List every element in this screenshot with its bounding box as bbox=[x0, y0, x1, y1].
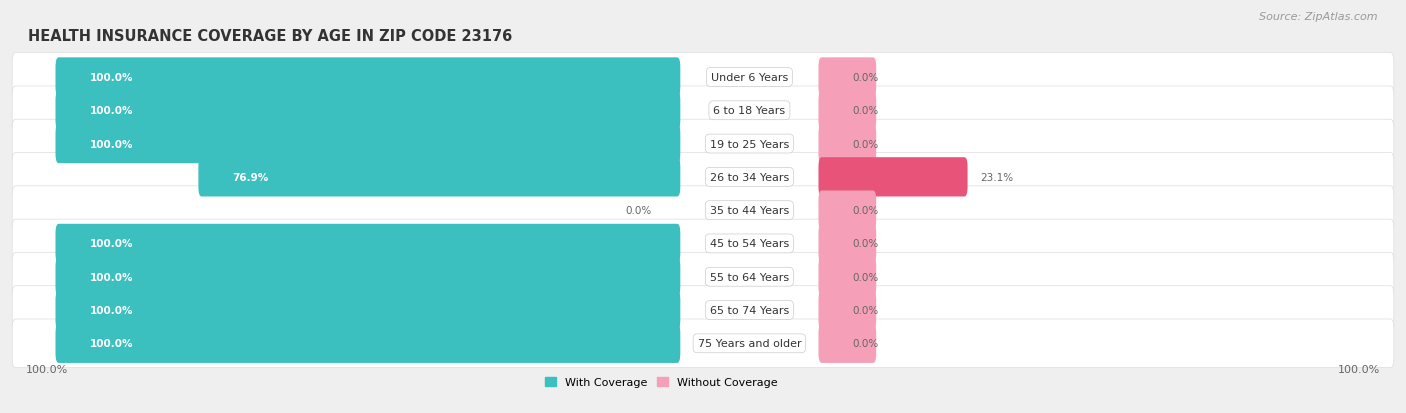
Text: 100.0%: 100.0% bbox=[25, 364, 67, 374]
Text: 100.0%: 100.0% bbox=[1339, 364, 1381, 374]
FancyBboxPatch shape bbox=[55, 257, 681, 297]
Text: 76.9%: 76.9% bbox=[232, 173, 269, 183]
Text: 0.0%: 0.0% bbox=[852, 106, 879, 116]
Text: 75 Years and older: 75 Years and older bbox=[697, 339, 801, 349]
FancyBboxPatch shape bbox=[13, 220, 1393, 268]
FancyBboxPatch shape bbox=[13, 319, 1393, 368]
Text: 26 to 34 Years: 26 to 34 Years bbox=[710, 173, 789, 183]
FancyBboxPatch shape bbox=[818, 291, 876, 330]
Text: 55 to 64 Years: 55 to 64 Years bbox=[710, 272, 789, 282]
Text: 0.0%: 0.0% bbox=[852, 206, 879, 216]
Legend: With Coverage, Without Coverage: With Coverage, Without Coverage bbox=[546, 377, 778, 387]
Text: 0.0%: 0.0% bbox=[852, 239, 879, 249]
Text: 35 to 44 Years: 35 to 44 Years bbox=[710, 206, 789, 216]
FancyBboxPatch shape bbox=[13, 54, 1393, 102]
Text: 0.0%: 0.0% bbox=[852, 339, 879, 349]
FancyBboxPatch shape bbox=[55, 58, 681, 97]
FancyBboxPatch shape bbox=[13, 253, 1393, 301]
FancyBboxPatch shape bbox=[13, 286, 1393, 335]
FancyBboxPatch shape bbox=[13, 120, 1393, 169]
FancyBboxPatch shape bbox=[55, 224, 681, 263]
Text: 6 to 18 Years: 6 to 18 Years bbox=[713, 106, 786, 116]
FancyBboxPatch shape bbox=[818, 158, 967, 197]
FancyBboxPatch shape bbox=[818, 257, 876, 297]
Text: 0.0%: 0.0% bbox=[626, 206, 651, 216]
FancyBboxPatch shape bbox=[818, 125, 876, 164]
Text: 100.0%: 100.0% bbox=[90, 339, 134, 349]
FancyBboxPatch shape bbox=[55, 324, 681, 363]
Text: 23.1%: 23.1% bbox=[980, 173, 1014, 183]
FancyBboxPatch shape bbox=[55, 125, 681, 164]
FancyBboxPatch shape bbox=[818, 58, 876, 97]
FancyBboxPatch shape bbox=[818, 191, 876, 230]
Text: 0.0%: 0.0% bbox=[852, 139, 879, 149]
FancyBboxPatch shape bbox=[13, 87, 1393, 135]
FancyBboxPatch shape bbox=[13, 153, 1393, 202]
FancyBboxPatch shape bbox=[55, 91, 681, 131]
Text: 100.0%: 100.0% bbox=[90, 239, 134, 249]
Text: 100.0%: 100.0% bbox=[90, 305, 134, 315]
Text: 100.0%: 100.0% bbox=[90, 272, 134, 282]
Text: Source: ZipAtlas.com: Source: ZipAtlas.com bbox=[1260, 12, 1378, 22]
Text: 100.0%: 100.0% bbox=[90, 73, 134, 83]
Text: 65 to 74 Years: 65 to 74 Years bbox=[710, 305, 789, 315]
FancyBboxPatch shape bbox=[198, 158, 681, 197]
FancyBboxPatch shape bbox=[818, 224, 876, 263]
Text: 100.0%: 100.0% bbox=[90, 106, 134, 116]
Text: Under 6 Years: Under 6 Years bbox=[711, 73, 787, 83]
Text: HEALTH INSURANCE COVERAGE BY AGE IN ZIP CODE 23176: HEALTH INSURANCE COVERAGE BY AGE IN ZIP … bbox=[28, 29, 512, 44]
Text: 0.0%: 0.0% bbox=[852, 305, 879, 315]
Text: 19 to 25 Years: 19 to 25 Years bbox=[710, 139, 789, 149]
FancyBboxPatch shape bbox=[55, 291, 681, 330]
Text: 0.0%: 0.0% bbox=[852, 73, 879, 83]
Text: 0.0%: 0.0% bbox=[852, 272, 879, 282]
FancyBboxPatch shape bbox=[818, 91, 876, 131]
FancyBboxPatch shape bbox=[818, 324, 876, 363]
Text: 45 to 54 Years: 45 to 54 Years bbox=[710, 239, 789, 249]
FancyBboxPatch shape bbox=[13, 186, 1393, 235]
Text: 100.0%: 100.0% bbox=[90, 139, 134, 149]
